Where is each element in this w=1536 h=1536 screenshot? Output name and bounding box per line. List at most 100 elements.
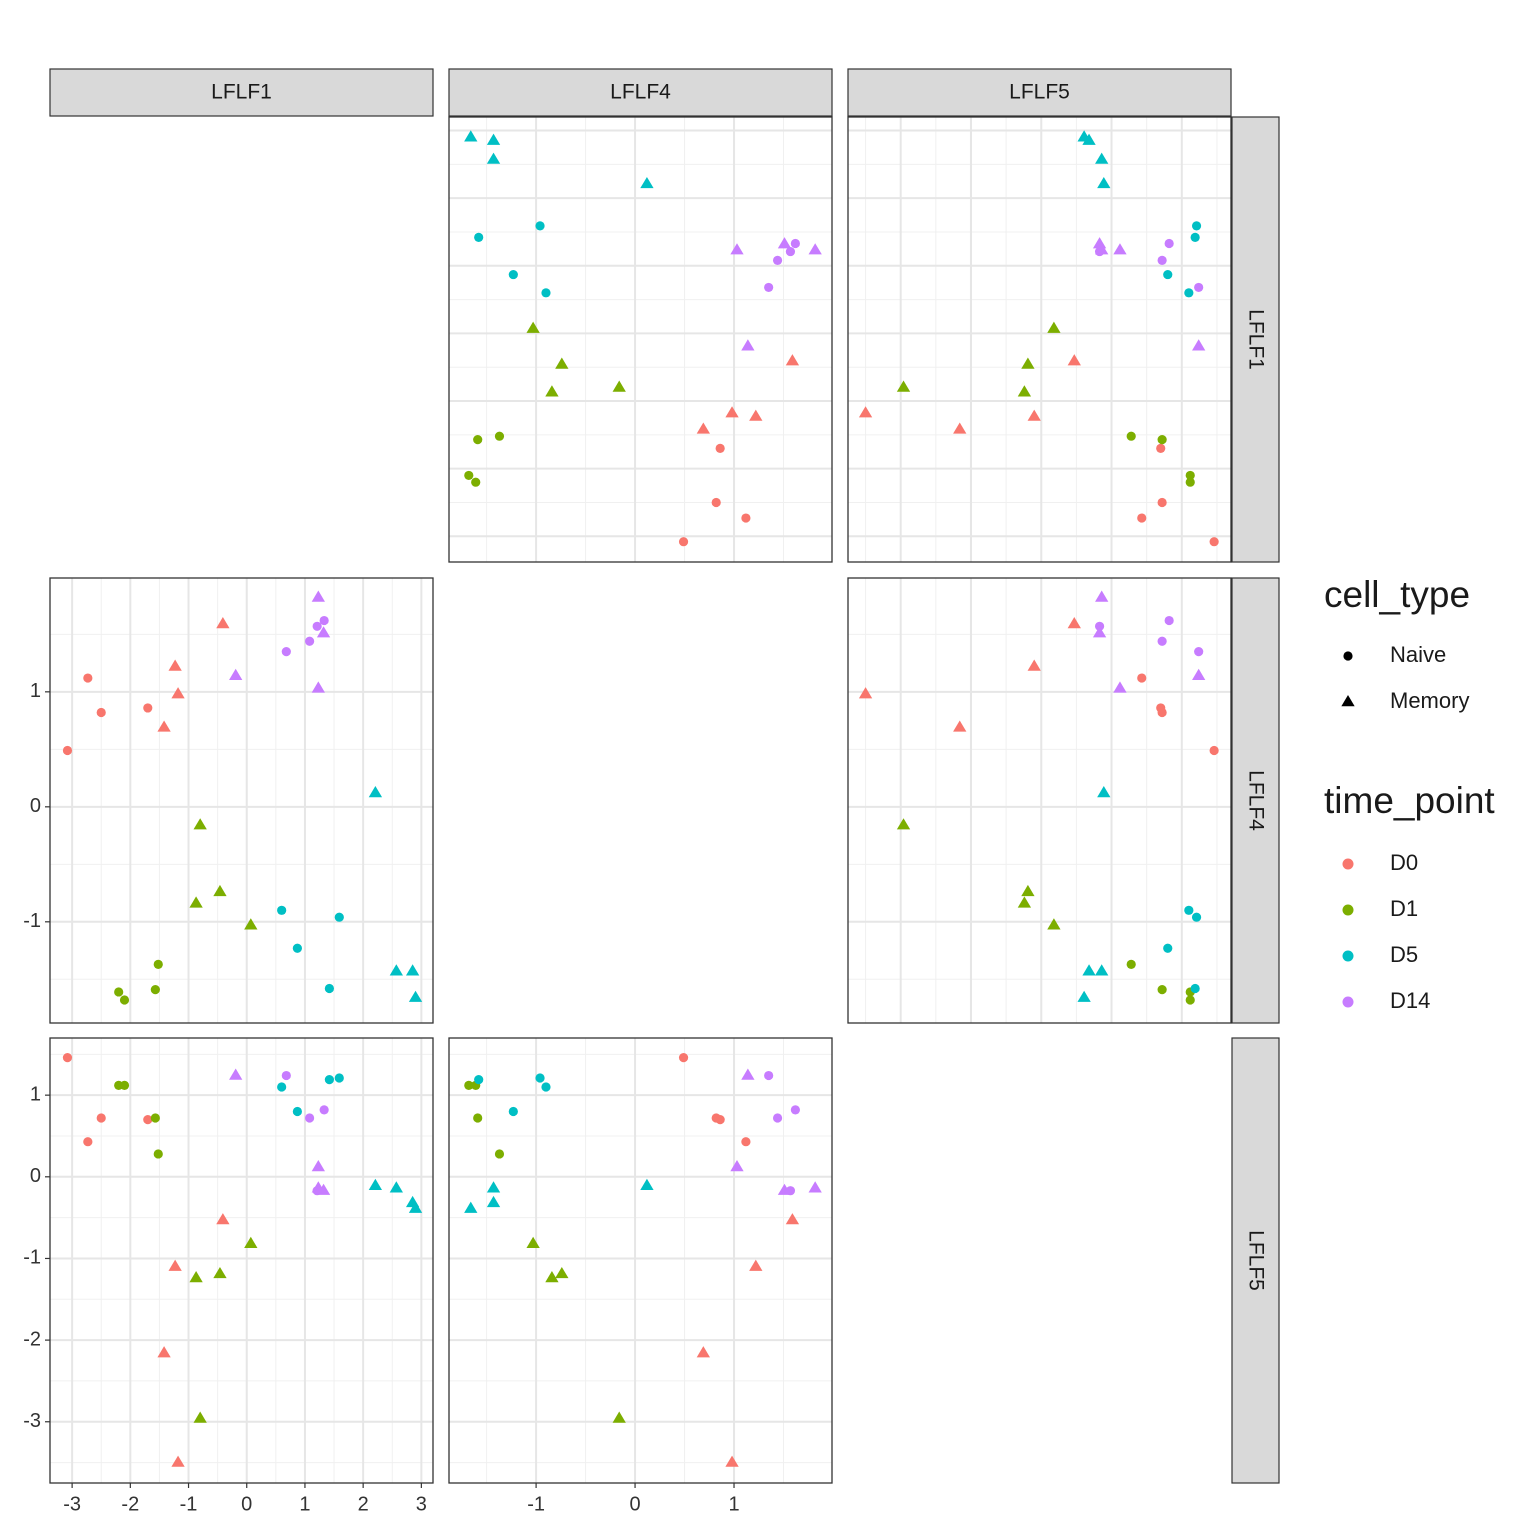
- point: [408, 990, 423, 1002]
- point: [1027, 659, 1041, 671]
- point: [408, 1201, 423, 1213]
- legend-title: time_point: [1324, 780, 1495, 821]
- point: [62, 745, 73, 756]
- point: [193, 1411, 207, 1423]
- point: [1164, 238, 1174, 249]
- point: [1190, 232, 1200, 242]
- y-tick-label: -2: [23, 1328, 41, 1350]
- point: [244, 1236, 258, 1248]
- point: [1194, 282, 1204, 293]
- strip: [1231, 116, 1280, 563]
- point: [119, 1080, 130, 1090]
- point: [486, 1195, 501, 1208]
- point: [153, 1149, 163, 1159]
- point: [474, 1075, 484, 1085]
- point: [1077, 130, 1091, 142]
- y-tick-label: 1: [30, 680, 41, 702]
- point: [316, 626, 331, 638]
- point: [471, 477, 481, 487]
- panel: [50, 578, 433, 1023]
- x-tick-label: 2: [358, 1493, 369, 1515]
- point: [473, 434, 483, 445]
- point: [896, 380, 911, 392]
- point: [474, 232, 484, 242]
- strip-label: LFLF5: [1244, 1230, 1267, 1291]
- y-tick-label: -1: [23, 1247, 41, 1269]
- point: [741, 339, 755, 351]
- point: [213, 1266, 227, 1279]
- point: [486, 133, 501, 145]
- point: [730, 243, 744, 255]
- legend-label: Memory: [1390, 688, 1469, 713]
- point: [1092, 626, 1107, 638]
- point: [334, 1073, 344, 1083]
- x-tick-label: -3: [63, 1493, 81, 1515]
- point: [216, 616, 230, 629]
- point: [1157, 497, 1167, 508]
- point: [319, 615, 329, 626]
- point: [953, 720, 967, 732]
- panel: [449, 117, 832, 562]
- point: [772, 255, 783, 265]
- point: [725, 406, 739, 418]
- point: [312, 621, 322, 631]
- point: [1126, 959, 1136, 969]
- point: [1157, 255, 1167, 265]
- point: [535, 221, 545, 231]
- panel-border: [847, 577, 1232, 1024]
- point: [678, 537, 689, 547]
- point: [189, 1271, 203, 1283]
- point: [189, 896, 203, 908]
- point: [311, 1160, 325, 1172]
- point: [555, 1266, 569, 1279]
- point: [785, 1213, 800, 1225]
- point: [311, 681, 325, 693]
- point: [319, 1105, 329, 1115]
- point: [741, 513, 751, 523]
- point: [1021, 884, 1035, 897]
- y-tick-label: 1: [30, 1083, 41, 1105]
- point: [168, 1259, 182, 1271]
- point: [764, 282, 774, 293]
- strip-label: LFLF4: [1244, 770, 1267, 831]
- point: [1095, 152, 1109, 164]
- point: [1092, 237, 1107, 249]
- point: [171, 687, 185, 699]
- point: [464, 470, 474, 481]
- strip-label: LFLF1: [211, 81, 272, 104]
- panel-border: [448, 1037, 833, 1484]
- strip: [847, 68, 1232, 117]
- legend-label: Naive: [1390, 642, 1446, 667]
- strip-label: LFLF1: [1244, 309, 1267, 370]
- point: [1067, 354, 1081, 366]
- point: [696, 1346, 710, 1358]
- point: [541, 288, 551, 298]
- point: [1164, 615, 1174, 626]
- strip: [1231, 1037, 1280, 1484]
- point: [772, 1113, 783, 1123]
- point: [389, 964, 403, 976]
- legend-title: cell_type: [1324, 574, 1470, 615]
- point: [715, 443, 725, 453]
- strip: [49, 68, 434, 117]
- point: [858, 406, 873, 418]
- point: [277, 905, 287, 915]
- point: [1184, 905, 1194, 915]
- point: [1077, 990, 1091, 1002]
- point: [96, 707, 106, 718]
- point: [114, 987, 124, 997]
- point: [244, 918, 258, 930]
- point: [153, 959, 163, 969]
- x-tick-label: -1: [527, 1493, 545, 1515]
- point: [1185, 477, 1195, 487]
- point: [545, 1271, 559, 1283]
- point: [1095, 590, 1109, 602]
- legend-label: D14: [1390, 988, 1430, 1013]
- panel: [50, 1038, 433, 1483]
- point: [150, 985, 160, 995]
- legend-key: [1342, 950, 1354, 962]
- point: [749, 1259, 763, 1271]
- x-tick-label: 0: [629, 1493, 640, 1515]
- point: [305, 636, 315, 646]
